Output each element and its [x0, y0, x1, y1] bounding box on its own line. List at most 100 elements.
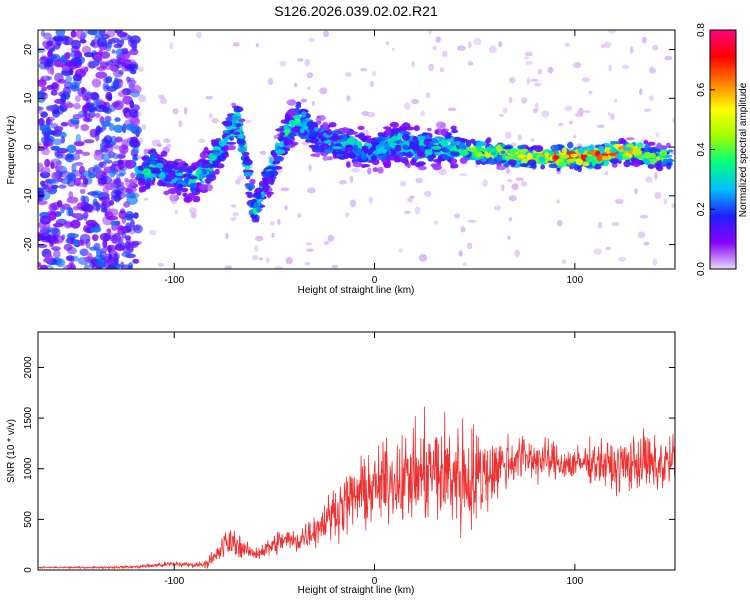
spectrogram-cell	[102, 239, 108, 249]
spectrogram-cell	[650, 152, 656, 159]
spectrogram-cell	[451, 129, 459, 134]
spectrogram-cell	[517, 151, 525, 156]
spectrogram-cell	[138, 66, 144, 73]
spectrogram-cell	[196, 31, 202, 39]
spectrogram-cell	[490, 152, 497, 156]
spectrogram-cell	[124, 241, 131, 249]
spectrogram-cell	[605, 246, 611, 251]
spectrogram-cell	[567, 141, 574, 149]
spectrogram-y-tick-label: 10	[23, 92, 34, 104]
spectrogram-cell	[517, 145, 526, 150]
spectrogram-cell	[433, 220, 439, 225]
spectrogram-cell	[63, 53, 71, 60]
spectrogram-cell	[82, 112, 87, 122]
spectrogram-cell	[505, 167, 510, 175]
spectrogram-cell	[619, 139, 627, 145]
spectrogram-cell	[209, 113, 213, 119]
spectrogram-cell	[79, 248, 89, 257]
spectrogram-cell	[274, 266, 283, 269]
spectrogram-cell	[306, 72, 314, 79]
spectrogram-cell	[268, 170, 279, 177]
spectrogram-cell	[52, 35, 63, 42]
spectrogram-cell	[391, 47, 395, 51]
spectrogram-cell	[157, 181, 164, 187]
spectrogram-cell	[81, 203, 94, 213]
spectrogram-cell	[75, 30, 85, 39]
spectrogram-cell	[243, 171, 253, 177]
spectrogram-cell	[652, 44, 659, 51]
spectrogram-cell	[474, 151, 483, 158]
spectrogram-cell	[229, 129, 235, 134]
spectrogram-cell	[284, 205, 288, 211]
spectrogram-cell	[183, 196, 193, 203]
spectrogram-cell	[468, 41, 472, 49]
spectrogram-cell	[644, 144, 651, 150]
spectrogram-cell	[67, 61, 79, 70]
spectrogram-cell	[345, 144, 353, 148]
spectrogram-cell	[82, 195, 90, 204]
spectrogram-cell	[149, 229, 157, 236]
spectrogram-cell	[582, 77, 590, 83]
spectrogram-cell	[370, 155, 378, 161]
spectrogram-cell	[411, 98, 420, 105]
spectrogram-cell	[508, 96, 513, 104]
spectrogram-cell	[66, 196, 79, 204]
spectrogram-cell	[212, 152, 218, 156]
spectrogram-cell	[471, 145, 477, 154]
spectrogram-cell	[596, 154, 603, 162]
spectrogram-cell	[424, 146, 430, 150]
spectrogram-frame	[37, 29, 676, 270]
spectrogram-cell	[113, 79, 123, 84]
spectrogram-cell	[308, 37, 315, 42]
spectrogram-cell	[415, 177, 424, 184]
spectrogram-cell	[561, 259, 567, 265]
spectrogram-cell	[484, 147, 495, 152]
spectrogram-cell	[113, 70, 124, 78]
spectrogram-cell	[307, 187, 316, 194]
spectrogram-cell	[467, 242, 473, 250]
spectrogram-cell	[556, 199, 560, 204]
snr-line	[38, 406, 675, 570]
spectrogram-cell	[534, 145, 544, 153]
spectrogram-cell	[180, 165, 185, 171]
spectrogram-cell	[395, 140, 402, 144]
spectrogram-cell	[39, 264, 49, 269]
spectrogram-cell	[500, 150, 506, 155]
spectrogram-cell	[277, 218, 281, 225]
spectrogram-cell	[52, 222, 64, 228]
spectrogram-cell	[226, 141, 237, 145]
spectrogram-cell	[232, 42, 240, 47]
spectrogram-cell	[331, 136, 339, 142]
spectrogram-cell	[44, 158, 51, 168]
spectrogram-cell	[433, 158, 443, 163]
spectrogram-cell	[372, 167, 378, 173]
spectrogram-cell	[416, 151, 427, 158]
spectrogram-cell	[509, 77, 516, 84]
spectrogram-cell	[121, 47, 129, 55]
spectrogram-cell	[443, 148, 450, 153]
spectrogram-cell	[409, 142, 416, 150]
spectrogram-cell	[387, 154, 397, 161]
spectrogram-y-tick-label: 0	[23, 144, 34, 150]
spectrogram-cell	[294, 82, 298, 88]
spectrogram-cell	[521, 97, 528, 104]
spectrogram-cell	[322, 155, 329, 161]
spectrogram-cell	[290, 127, 301, 133]
spectrogram-cell	[553, 155, 560, 160]
spectrogram-cell	[508, 195, 517, 202]
spectrogram-cell	[524, 51, 534, 57]
spectrogram-cell	[271, 160, 281, 165]
spectrogram-cell	[66, 178, 76, 187]
spectrogram-cell	[158, 94, 165, 100]
spectrogram-cell	[530, 78, 539, 82]
spectrogram-cell	[39, 56, 49, 65]
spectrogram-cell	[427, 127, 432, 132]
spectrogram-cell	[662, 159, 670, 164]
spectrogram-cell	[150, 152, 157, 160]
spectrogram-cell	[68, 174, 76, 180]
spectrogram-cell	[205, 174, 213, 180]
spectrogram-cell	[236, 123, 242, 127]
spectrogram-cell	[41, 184, 49, 190]
colorbar-ticks: 0.0 0.2 0.4 0.6 0.8	[696, 23, 715, 276]
spectrogram-cell	[428, 30, 433, 35]
